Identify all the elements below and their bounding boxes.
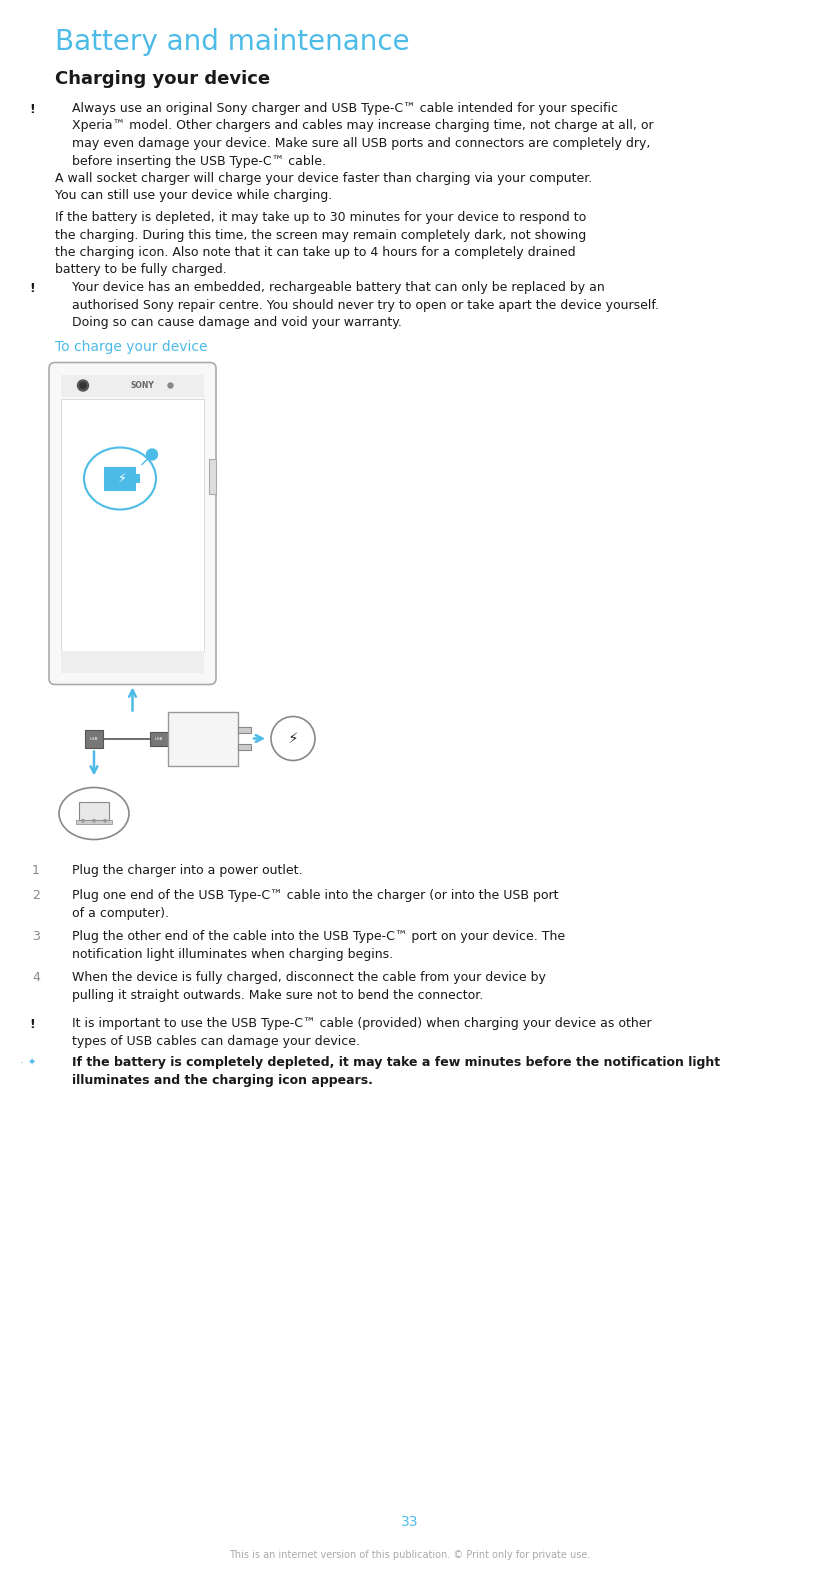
Circle shape bbox=[168, 382, 173, 387]
Text: ✦: ✦ bbox=[28, 1059, 36, 1068]
Text: 33: 33 bbox=[400, 1516, 419, 1528]
Bar bbox=[238, 727, 251, 733]
Bar bbox=[150, 732, 168, 746]
Text: SONY: SONY bbox=[130, 381, 154, 390]
Bar bbox=[79, 801, 109, 819]
Bar bbox=[61, 398, 204, 651]
Circle shape bbox=[93, 819, 95, 822]
Ellipse shape bbox=[59, 787, 129, 840]
Text: 4: 4 bbox=[32, 971, 40, 984]
Text: Plug the other end of the cable into the USB Type-C™ port on your device. The
no: Plug the other end of the cable into the… bbox=[72, 930, 565, 960]
Text: Charging your device: Charging your device bbox=[55, 70, 270, 87]
Text: A wall socket charger will charge your device faster than charging via your comp: A wall socket charger will charge your d… bbox=[55, 171, 592, 203]
Text: 2: 2 bbox=[32, 889, 40, 901]
Circle shape bbox=[80, 382, 86, 389]
Circle shape bbox=[271, 716, 315, 760]
Bar bbox=[105, 468, 135, 489]
FancyBboxPatch shape bbox=[49, 362, 216, 684]
Text: This is an internet version of this publication. © Print only for private use.: This is an internet version of this publ… bbox=[229, 1550, 590, 1560]
Text: !: ! bbox=[29, 282, 35, 295]
Text: It is important to use the USB Type-C™ cable (provided) when charging your devic: It is important to use the USB Type-C™ c… bbox=[72, 1017, 652, 1047]
Text: USB: USB bbox=[90, 736, 98, 741]
Bar bbox=[61, 375, 204, 397]
Bar bbox=[168, 711, 238, 765]
Text: Your device has an embedded, rechargeable battery that can only be replaced by a: Your device has an embedded, rechargeabl… bbox=[72, 281, 659, 329]
Text: ⚡: ⚡ bbox=[118, 471, 126, 486]
Bar bbox=[85, 730, 103, 747]
Bar bbox=[76, 819, 112, 824]
Text: If the battery is depleted, it may take up to 30 minutes for your device to resp: If the battery is depleted, it may take … bbox=[55, 211, 586, 276]
Circle shape bbox=[147, 449, 157, 460]
Text: If the battery is completely depleted, it may take a few minutes before the noti: If the battery is completely depleted, i… bbox=[72, 1055, 720, 1087]
Bar bbox=[209, 459, 216, 494]
Text: Battery and maintenance: Battery and maintenance bbox=[55, 29, 410, 56]
Bar bbox=[61, 651, 204, 673]
Text: ·: · bbox=[20, 1059, 24, 1068]
Bar bbox=[135, 473, 140, 484]
Text: !: ! bbox=[29, 103, 35, 116]
Circle shape bbox=[78, 379, 88, 390]
Text: Plug one end of the USB Type-C™ cable into the charger (or into the USB port
of : Plug one end of the USB Type-C™ cable in… bbox=[72, 889, 559, 919]
Text: Plug the charger into a power outlet.: Plug the charger into a power outlet. bbox=[72, 863, 302, 876]
Text: !: ! bbox=[29, 1017, 35, 1032]
Circle shape bbox=[82, 819, 84, 822]
Ellipse shape bbox=[84, 448, 156, 509]
Text: USB: USB bbox=[155, 736, 163, 741]
Text: 3: 3 bbox=[32, 930, 40, 943]
Text: ⚡: ⚡ bbox=[287, 732, 298, 746]
Text: 1: 1 bbox=[32, 863, 40, 876]
Circle shape bbox=[104, 819, 106, 822]
Text: To charge your device: To charge your device bbox=[55, 341, 207, 354]
Text: Always use an original Sony charger and USB Type-C™ cable intended for your spec: Always use an original Sony charger and … bbox=[72, 102, 654, 168]
Text: When the device is fully charged, disconnect the cable from your device by
pulli: When the device is fully charged, discon… bbox=[72, 971, 546, 1001]
Bar bbox=[238, 743, 251, 751]
